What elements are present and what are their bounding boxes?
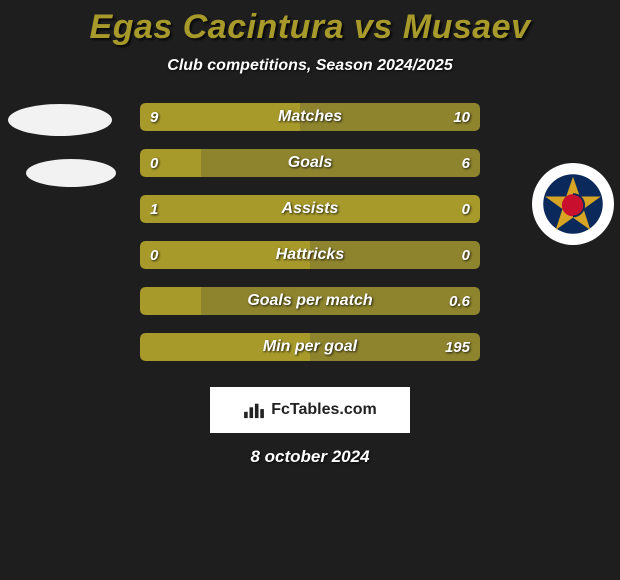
- stat-bar-left: [140, 195, 480, 223]
- stat-value-left: 9: [150, 109, 158, 126]
- player-left-logo-1: [8, 104, 112, 136]
- bar-chart-icon: [243, 401, 265, 419]
- stat-value-right: 0.6: [449, 293, 470, 310]
- stat-value-left: 1: [150, 201, 158, 218]
- stat-row: Hattricks00: [140, 241, 480, 269]
- stat-row: Goals06: [140, 149, 480, 177]
- stat-value-right: 195: [445, 339, 470, 356]
- stat-bars: Matches910Goals06Assists10Hattricks00Goa…: [140, 103, 480, 379]
- stat-value-left: 0: [150, 247, 158, 264]
- stat-row: Matches910: [140, 103, 480, 131]
- stat-row: Assists10: [140, 195, 480, 223]
- stat-bar-left: [140, 241, 310, 269]
- stat-row: Goals per match0.6: [140, 287, 480, 315]
- attribution-text: FcTables.com: [271, 401, 377, 419]
- stat-value-right: 0: [462, 247, 470, 264]
- subtitle: Club competitions, Season 2024/2025: [0, 57, 620, 75]
- date-text: 8 october 2024: [0, 447, 620, 467]
- stat-row: Min per goal195: [140, 333, 480, 361]
- comparison-card: Egas Cacintura vs Musaev Club competitio…: [0, 0, 620, 580]
- stat-bar-left: [140, 333, 310, 361]
- stat-value-right: 10: [453, 109, 470, 126]
- stat-bar-right: [201, 287, 480, 315]
- stat-value-left: 0: [150, 155, 158, 172]
- stat-bar-right: [310, 241, 480, 269]
- comparison-area: Matches910Goals06Assists10Hattricks00Goa…: [0, 103, 620, 373]
- player-right-club-crest: [532, 163, 614, 245]
- stat-bar-left: [140, 103, 300, 131]
- stat-value-right: 6: [462, 155, 470, 172]
- stat-bar-left: [140, 287, 201, 315]
- attribution-badge: FcTables.com: [210, 387, 410, 433]
- stat-value-right: 0: [462, 201, 470, 218]
- stat-bar-right: [201, 149, 480, 177]
- player-left-logo-2: [26, 159, 116, 187]
- cska-crest-icon: [542, 173, 604, 235]
- page-title: Egas Cacintura vs Musaev: [0, 0, 620, 47]
